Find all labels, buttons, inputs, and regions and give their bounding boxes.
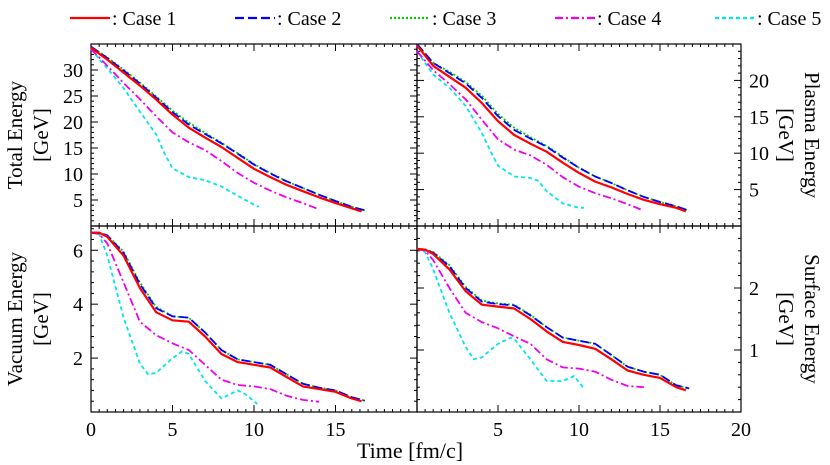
x-tick-label: 10 [569,419,589,441]
series-line-case3 [91,231,366,402]
series-line-case1 [416,247,687,392]
y-tick-label: 2 [73,348,83,370]
y-tick-label: 25 [63,86,83,108]
series-line-case4 [90,48,318,210]
series-line-case2 [416,248,690,390]
series-line-case2 [416,43,690,212]
y-axis-label: [GeV] [774,108,798,162]
y-tick-label: 15 [749,107,769,129]
series-line-case1 [90,46,362,213]
legend-label-case2: : Case 2 [277,8,341,30]
series-line-case5 [90,48,260,208]
y-axis-label: [GeV] [29,292,53,346]
legend: : Case 1 : Case 2 : Case 3 : Case 4 : Case 5 [70,8,821,30]
panel-surface: 1 2 Surface Energy[GeV] 5 10 15 20 [416,225,824,441]
y-tick-label: 10 [63,164,83,186]
y-tick-label: 2 [749,278,759,300]
x-tick-label: 20 [731,419,751,441]
x-tick-label: 10 [244,419,264,441]
legend-label-case1: : Case 1 [112,8,176,30]
legend-label-case5: : Case 5 [757,8,821,30]
y-tick-label: 15 [63,138,83,160]
series-line-case5 [416,50,584,209]
y-tick-label: 5 [73,190,83,212]
y-axis-label: Vacuum Energy [3,251,27,386]
panel-frame [90,43,418,227]
panel-total: 5 10 15 20 25 30 Total Energy [GeV] [3,43,418,227]
y-tick-label: 10 [749,143,769,165]
panel-vacuum: 2 4 6 Vacuum Energy [GeV] 0 5 10 15 [3,225,418,441]
panel-frame [416,225,742,413]
y-tick-label: 1 [749,340,759,362]
series-line-case5 [416,248,585,389]
series-line-case2 [91,231,366,402]
y-tick-label: 20 [63,112,83,134]
y-axis-label: [GeV] [29,108,53,162]
y-tick-label: 30 [63,60,83,82]
series-line-case2 [90,45,366,212]
y-tick-label: 20 [749,70,769,92]
x-tick-label: 15 [650,419,670,441]
x-tick-label: 15 [326,419,346,441]
y-axis-label: Total Energy [3,80,27,189]
series-line-case3 [416,43,690,212]
x-tick-label: 5 [493,419,503,441]
series-line-case4 [416,50,643,211]
legend-label-case3: : Case 3 [432,8,496,30]
y-tick-label: 6 [73,240,83,262]
series-line-case3 [90,45,366,212]
x-tick-label: 0 [86,419,96,441]
series-line-case1 [416,44,687,213]
series-line-case1 [91,231,362,403]
panel-frame [416,43,742,227]
series-line-case3 [416,248,690,390]
panel-plasma: 5 10 15 20 Plasma Energy[GeV] [416,43,824,227]
y-axis-label: Surface Energy [800,254,824,384]
x-tick-label: 5 [168,419,178,441]
panel-frame [90,225,418,413]
y-axis-label: Plasma Energy [800,72,824,199]
y-axis-label: [GeV] [774,292,798,346]
x-axis-label: Time [fm/c] [357,438,463,463]
legend-label-case4: : Case 4 [597,8,661,30]
y-tick-label: 4 [73,294,83,316]
series-line-case5 [90,231,258,405]
series-line-case4 [416,248,644,389]
y-tick-label: 5 [749,180,759,202]
